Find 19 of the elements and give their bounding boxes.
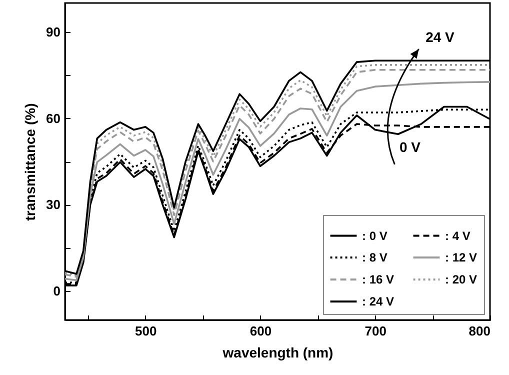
y-axis-title: transmittance (%): [22, 103, 38, 221]
y-tick-label: 60: [46, 110, 60, 126]
legend-label: : 8 V: [362, 250, 388, 264]
x-tick-label: 500: [135, 324, 157, 338]
annotation: 24 V: [426, 29, 456, 45]
y-tick-label: 30: [46, 197, 60, 212]
legend-label: : 12 V: [445, 250, 478, 264]
legend-label: : 4 V: [445, 228, 470, 243]
legend-label: : 20 V: [445, 272, 478, 286]
annotation: 0 V: [399, 139, 422, 155]
x-axis-title: wavelength (nm): [222, 344, 334, 360]
y-tick-label: 90: [46, 24, 60, 40]
x-tick-label: 800: [468, 324, 490, 338]
x-tick-label: 600: [250, 324, 272, 338]
legend-label: : 0 V: [362, 228, 388, 243]
y-tick-label: 0: [53, 284, 60, 299]
x-tick-label: 700: [364, 324, 386, 338]
legend-label: : 24 V: [362, 294, 394, 308]
legend-label: : 16 V: [362, 272, 394, 286]
